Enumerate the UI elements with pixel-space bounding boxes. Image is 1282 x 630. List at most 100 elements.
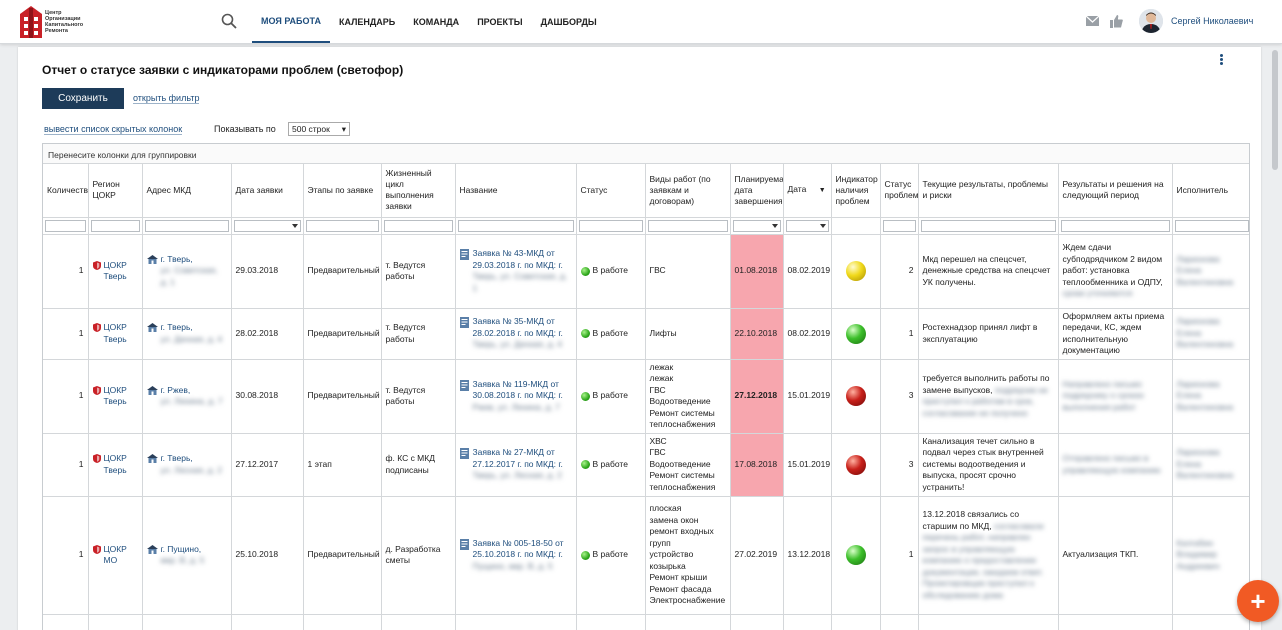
- nav-calendar[interactable]: КАЛЕНДАРЬ: [338, 16, 396, 27]
- request-link[interactable]: Заявка № 27-МКД от 27.12.2017 г. по МКД:…: [472, 447, 563, 469]
- cell-executor[interactable]: Ларионова Елена Валентиновна: [1172, 433, 1249, 497]
- col-header-problem-indicator[interactable]: Индикатор наличия проблем: [831, 164, 881, 218]
- request-link[interactable]: Заявка № 005-18-50 от 25.10.2018 г. по М…: [472, 537, 564, 560]
- executor-link[interactable]: Ларионова Елена Валентиновна: [1176, 316, 1234, 350]
- filter-dropdown[interactable]: [233, 219, 301, 232]
- col-header-work-types[interactable]: Виды работ (по заявкам и договорам): [645, 164, 731, 218]
- search-icon[interactable]: [221, 13, 237, 29]
- col-header-lifecycle[interactable]: Жизненный цикл выполнения заявки: [381, 164, 456, 218]
- user-name[interactable]: Сергей Николаевич: [1171, 16, 1254, 26]
- region-link[interactable]: ЦОКР МО: [103, 543, 127, 566]
- address-link[interactable]: г. Тверь,: [160, 453, 193, 463]
- col-header-date[interactable]: Дата ▼: [783, 164, 832, 218]
- executor-link[interactable]: Ларионова Елена Валентиновна: [1176, 378, 1234, 412]
- col-header-name[interactable]: Название: [455, 164, 577, 218]
- mail-icon[interactable]: [1086, 16, 1099, 26]
- cell-region[interactable]: [88, 614, 143, 630]
- filter-input[interactable]: [647, 219, 728, 232]
- col-header-next-results[interactable]: Результаты и решения на следующий период: [1058, 164, 1173, 218]
- nav-projects[interactable]: ПРОЕКТЫ: [477, 16, 523, 27]
- cell-region[interactable]: ЦОКР МО: [88, 496, 143, 615]
- region-link[interactable]: ЦОКР Тверь: [103, 453, 127, 475]
- logo[interactable]: Центр Организации Капитального Ремонта: [18, 4, 86, 40]
- rows-per-page-select[interactable]: 500 строк ▾: [288, 122, 350, 136]
- filter-input[interactable]: [90, 219, 140, 232]
- cell-region[interactable]: ЦОКР Тверь: [88, 433, 143, 497]
- col-header-status[interactable]: Статус: [576, 164, 646, 218]
- table-row[interactable]: 1 ЦОКР МО г. Пущино, мкр. В, д. 5 25.10.2018…: [43, 496, 1249, 615]
- col-header-request-date[interactable]: Дата заявки: [231, 164, 304, 218]
- cell-name[interactable]: Заявка № 119-МКД от 30.08.2018 г. по МКД…: [455, 359, 577, 434]
- filter-dropdown[interactable]: [785, 219, 829, 232]
- filter-input[interactable]: [305, 219, 379, 232]
- group-drop-zone[interactable]: Перенесите колонки для группировки: [43, 144, 1249, 164]
- page-scrollbar[interactable]: [1272, 50, 1278, 170]
- request-link[interactable]: Заявка № 119-МКД от 30.08.2018 г. по МКД…: [472, 378, 563, 401]
- cell-address[interactable]: г. Тверь, ул. Лесная, д. 2: [142, 433, 232, 497]
- cell-executor[interactable]: Ларионова Елена Валентиновна: [1172, 234, 1249, 309]
- executor-link[interactable]: Калгабин Владимир Андреевич: [1176, 537, 1220, 571]
- save-button[interactable]: Сохранить: [42, 88, 124, 109]
- filter-input[interactable]: [882, 219, 916, 232]
- cell-name[interactable]: [455, 614, 577, 630]
- cell-name[interactable]: Заявка № 27-МКД от 27.12.2017 г. по МКД:…: [455, 433, 577, 497]
- cell-name[interactable]: Заявка № 005-18-50 от 25.10.2018 г. по М…: [455, 496, 577, 615]
- hidden-columns-link[interactable]: вывести список скрытых колонок: [44, 124, 183, 135]
- add-fab-button[interactable]: +: [1237, 580, 1279, 622]
- request-link[interactable]: Заявка № 35-МКД от 28.02.2018 г. по МКД:…: [472, 316, 563, 338]
- address-link[interactable]: г. Пущино,: [160, 543, 202, 554]
- cell-address[interactable]: [142, 614, 232, 630]
- table-row[interactable]: 1 ЦОКР Тверь г. Ржев, ул. Ленина, д. 7 30.08…: [43, 359, 1249, 434]
- address-link[interactable]: г. Ржев,: [160, 384, 191, 395]
- filter-input[interactable]: [144, 219, 229, 232]
- executor-link[interactable]: Ларионова Елена Валентиновна: [1176, 253, 1234, 287]
- more-menu-icon[interactable]: [1217, 53, 1225, 69]
- cell-executor[interactable]: [1172, 614, 1249, 630]
- region-link[interactable]: ЦОКР Тверь: [103, 322, 127, 344]
- col-header-planned-date[interactable]: Планируемая дата завершения: [730, 164, 784, 218]
- col-header-stages[interactable]: Этапы по заявке: [303, 164, 382, 218]
- filter-input[interactable]: [1060, 219, 1170, 232]
- cell-address[interactable]: г. Пущино, мкр. В, д. 5: [142, 496, 232, 615]
- cell-executor[interactable]: Калгабин Владимир Андреевич: [1172, 496, 1249, 615]
- open-filter-link[interactable]: открыть фильтр: [133, 93, 200, 104]
- filter-input[interactable]: [578, 219, 643, 232]
- cell-executor[interactable]: Ларионова Елена Валентиновна: [1172, 359, 1249, 434]
- cell-region[interactable]: ЦОКР Тверь: [88, 308, 143, 360]
- cell-name[interactable]: Заявка № 43-МКД от 29.03.2018 г. по МКД:…: [455, 234, 577, 309]
- col-header-executor[interactable]: Исполнитель: [1172, 164, 1249, 218]
- request-link[interactable]: Заявка № 43-МКД от 29.03.2018 г. по МКД:…: [472, 248, 563, 270]
- cell-region[interactable]: ЦОКР Тверь: [88, 359, 143, 434]
- cell-address[interactable]: г. Тверь, ул. Советская, д. 1: [142, 234, 232, 309]
- nav-team[interactable]: КОМАНДА: [413, 16, 460, 27]
- col-header-address[interactable]: Адрес МКД: [142, 164, 232, 218]
- filter-input[interactable]: [383, 219, 453, 232]
- filter-input[interactable]: [1174, 219, 1249, 232]
- region-link[interactable]: ЦОКР Тверь: [103, 384, 127, 407]
- col-header-region[interactable]: Регион ЦОКР: [88, 164, 143, 218]
- avatar[interactable]: [1139, 9, 1163, 33]
- cell-address[interactable]: г. Ржев, ул. Ленина, д. 7: [142, 359, 232, 434]
- nav-my-work[interactable]: МОЯ РАБОТА: [252, 0, 330, 43]
- cell-name[interactable]: Заявка № 35-МКД от 28.02.2018 г. по МКД:…: [455, 308, 577, 360]
- address-link[interactable]: г. Тверь,: [160, 253, 193, 264]
- cell-executor[interactable]: Ларионова Елена Валентиновна: [1172, 308, 1249, 360]
- table-row[interactable]: плоская: [43, 614, 1249, 630]
- filter-dropdown[interactable]: [732, 219, 781, 232]
- nav-dashboards[interactable]: ДАШБОРДЫ: [540, 16, 597, 27]
- table-row[interactable]: 1 ЦОКР Тверь г. Тверь, ул. Дачная, д. 4 28.0…: [43, 308, 1249, 360]
- region-link[interactable]: ЦОКР Тверь: [103, 259, 127, 282]
- thumbs-up-icon[interactable]: [1110, 15, 1123, 28]
- filter-input[interactable]: [457, 219, 574, 232]
- cell-address[interactable]: г. Тверь, ул. Дачная, д. 4: [142, 308, 232, 360]
- col-header-problem-status[interactable]: Статус проблемы: [880, 164, 919, 218]
- col-header-current-results[interactable]: Текущие результаты, проблемы и риски: [918, 164, 1059, 218]
- col-header-qty[interactable]: Количество: [43, 164, 89, 218]
- table-row[interactable]: 1 ЦОКР Тверь г. Тверь, ул. Лесная, д. 2 27.1…: [43, 433, 1249, 497]
- executor-link[interactable]: Ларионова Елена Валентиновна: [1176, 447, 1234, 481]
- filter-input[interactable]: [45, 219, 86, 232]
- cell-region[interactable]: ЦОКР Тверь: [88, 234, 143, 309]
- address-link[interactable]: г. Тверь,: [160, 322, 193, 332]
- filter-input[interactable]: [920, 219, 1056, 232]
